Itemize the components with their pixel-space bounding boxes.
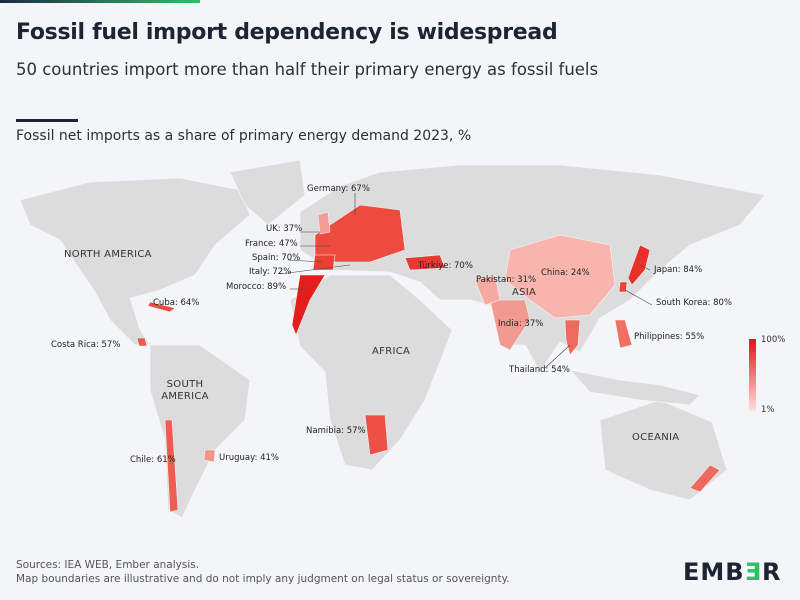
label-china: China: 24%: [541, 268, 590, 278]
label-chile: Chile: 61%: [130, 455, 176, 465]
leader-lines: [279, 193, 653, 369]
label-japan: Japan: 84%: [654, 265, 703, 275]
label-thailand: Thailand: 54%: [509, 365, 570, 375]
landmass-australia: [599, 399, 728, 501]
country-south-korea: [618, 281, 628, 293]
ember-logo: EMBƎR: [683, 558, 782, 586]
label-india: India: 37%: [498, 319, 544, 329]
accent-bar: [0, 0, 200, 3]
country-new-zealand: [689, 464, 721, 493]
label-germany: Germany: 67%: [307, 184, 370, 194]
landmass-greenland: [229, 159, 306, 226]
country-pakistan: [474, 274, 501, 306]
label-south-korea: South Korea: 80%: [656, 298, 732, 308]
country-uk: [317, 211, 331, 235]
sources-note: Sources: IEA WEB, Ember analysis.: [16, 559, 200, 571]
label-philippines: Philippines: 55%: [634, 332, 705, 342]
world-map: [19, 159, 766, 519]
landmass-africa: [289, 274, 453, 471]
country-uruguay: [203, 449, 216, 463]
country-chile: [164, 419, 179, 513]
label-uk: UK: 37%: [266, 224, 303, 234]
label-pakistan: Pakistan: 31%: [476, 275, 537, 285]
country-turkiye: [404, 254, 446, 271]
footer: Sources: IEA WEB, Ember analysis. Map bo…: [16, 558, 510, 586]
label-italy: Italy: 72%: [249, 267, 292, 277]
subtitle: 50 countries import more than half their…: [16, 60, 599, 79]
label-namibia: Namibia: 57%: [306, 426, 366, 436]
region-label-south-america: SOUTH AMERICA: [161, 379, 209, 402]
country-morocco: [291, 274, 326, 336]
region-label-africa: AFRICA: [372, 346, 411, 357]
legend-max-label: 100%: [761, 335, 786, 345]
label-morocco: Morocco: 89%: [226, 282, 287, 292]
disclaimer-note: Map boundaries are illustrative and do n…: [16, 573, 510, 585]
country-india: [489, 299, 531, 351]
label-cuba: Cuba: 64%: [153, 298, 200, 308]
legend-min-label: 1%: [761, 405, 775, 415]
country-costa-rica: [136, 337, 148, 347]
country-japan: [627, 244, 651, 286]
country-philippines: [614, 319, 633, 349]
landmass-north-america: [19, 177, 251, 346]
country-china: [504, 234, 616, 319]
region-label-asia: ASIA: [512, 287, 537, 298]
divider: [16, 119, 78, 122]
landmass-south-america: [149, 344, 251, 519]
country-namibia: [364, 414, 389, 456]
country-spain: [312, 254, 336, 271]
label-spain: Spain: 70%: [252, 253, 301, 263]
color-scale-legend: [749, 339, 756, 411]
map-title: Fossil net imports as a share of primary…: [16, 128, 472, 144]
label-uruguay: Uruguay: 41%: [219, 453, 279, 463]
page-title: Fossil fuel import dependency is widespr…: [16, 20, 558, 45]
region-label-north-america: NORTH AMERICA: [64, 249, 152, 260]
country-cuba: [147, 301, 176, 313]
region-label-oceania: OCEANIA: [632, 432, 680, 443]
label-france: France: 47%: [245, 239, 298, 249]
landmass-indonesia: [568, 369, 701, 406]
label-costa-rica: Costa Rica: 57%: [51, 340, 121, 350]
label-turkiye: Türkiye: 70%: [418, 261, 473, 271]
